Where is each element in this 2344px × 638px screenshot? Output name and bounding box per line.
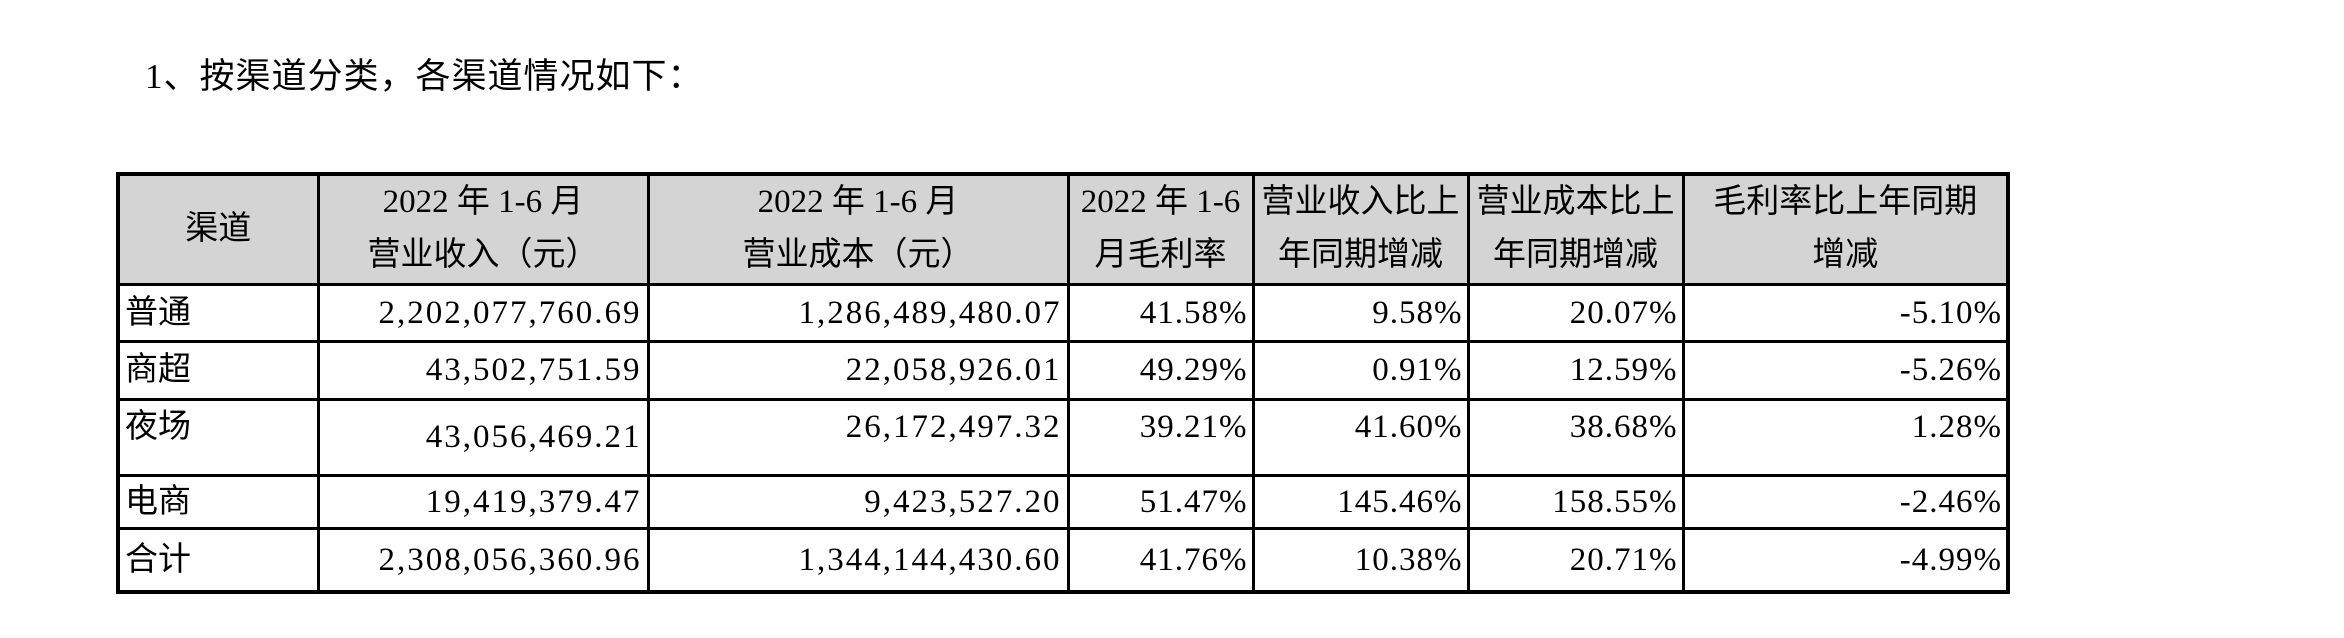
value-cell: 22,058,926.01	[646, 339, 1070, 401]
channel-breakdown-table: 渠道 2022 年 1-6 月 营业收入（元） 2022 年 1-6 月 营业成…	[116, 172, 2010, 595]
column-header-channel: 渠道	[116, 172, 320, 286]
value-cell: 26,172,497.32	[646, 397, 1070, 477]
column-header-cost: 2022 年 1-6 月 营业成本（元）	[646, 172, 1070, 286]
value-cell: 12.59%	[1466, 339, 1685, 401]
value-cell: 38.68%	[1466, 397, 1685, 477]
table-row: 普通 2,202,077,760.69 1,286,489,480.07 41.…	[116, 282, 2010, 343]
value-cell: 39.21%	[1066, 397, 1255, 477]
value-cell: 41.60%	[1251, 397, 1470, 477]
column-header-revenue-change: 营业收入比上 年同期增减	[1251, 172, 1470, 286]
value-cell: 2,308,056,360.96	[316, 526, 650, 594]
value-cell: 158.55%	[1466, 473, 1685, 530]
row-label-cell: 电商	[116, 473, 320, 530]
value-cell: -4.99%	[1681, 526, 2010, 594]
table-row: 商超 43,502,751.59 22,058,926.01 49.29% 0.…	[116, 339, 2010, 401]
value-cell: 2,202,077,760.69	[316, 282, 650, 343]
section-title: 1、按渠道分类，各渠道情况如下：	[145, 57, 704, 96]
row-label-cell: 普通	[116, 282, 320, 343]
value-cell: 20.71%	[1466, 526, 1685, 594]
column-header-cost-change: 营业成本比上 年同期增减	[1466, 172, 1685, 286]
value-cell: 41.58%	[1066, 282, 1255, 343]
table-row: 电商 19,419,379.47 9,423,527.20 51.47% 145…	[116, 473, 2010, 530]
column-header-margin-change: 毛利率比上年同期 增减	[1681, 172, 2010, 286]
value-cell: 43,056,469.21	[316, 397, 650, 477]
value-cell: 41.76%	[1066, 526, 1255, 594]
row-label-cell: 夜场	[116, 397, 320, 477]
value-cell: 145.46%	[1251, 473, 1470, 530]
value-cell: 9,423,527.20	[646, 473, 1070, 530]
value-cell: 19,419,379.47	[316, 473, 650, 530]
value-cell: 51.47%	[1066, 473, 1255, 530]
value-cell: -2.46%	[1681, 473, 2010, 530]
value-cell: 1.28%	[1681, 397, 2010, 477]
value-cell: 0.91%	[1251, 339, 1470, 401]
value-cell: 9.58%	[1251, 282, 1470, 343]
value-cell: 43,502,751.59	[316, 339, 650, 401]
table-header-row: 渠道 2022 年 1-6 月 营业收入（元） 2022 年 1-6 月 营业成…	[116, 172, 2010, 286]
table-total-row: 合计 2,308,056,360.96 1,344,144,430.60 41.…	[116, 526, 2010, 594]
value-cell: 49.29%	[1066, 339, 1255, 401]
table-row: 夜场 43,056,469.21 26,172,497.32 39.21% 41…	[116, 397, 2010, 477]
value-cell: 1,286,489,480.07	[646, 282, 1070, 343]
value-cell: 10.38%	[1251, 526, 1470, 594]
value-cell: -5.10%	[1681, 282, 2010, 343]
row-label-cell: 合计	[116, 526, 320, 594]
column-header-revenue: 2022 年 1-6 月 营业收入（元）	[316, 172, 650, 286]
row-label-cell: 商超	[116, 339, 320, 401]
value-cell: 1,344,144,430.60	[646, 526, 1070, 594]
value-cell: 20.07%	[1466, 282, 1685, 343]
value-cell: -5.26%	[1681, 339, 2010, 401]
column-header-margin: 2022 年 1-6 月毛利率	[1066, 172, 1255, 286]
